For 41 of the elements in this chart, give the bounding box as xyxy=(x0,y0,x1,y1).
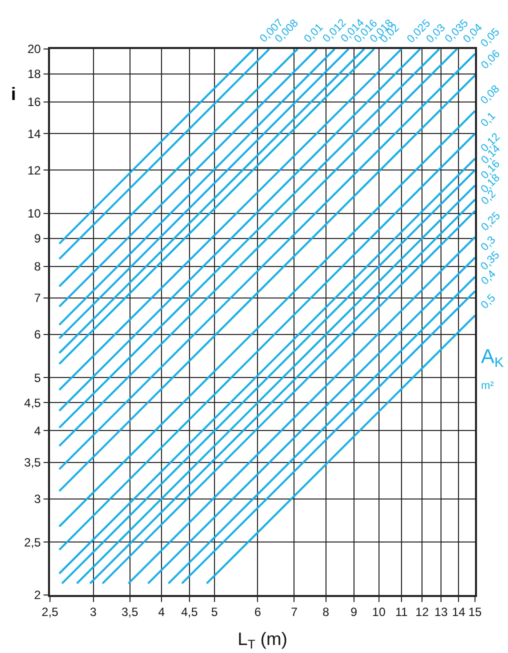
y-tick-label: 3,5 xyxy=(24,456,42,470)
y-tick-label: 9 xyxy=(34,232,42,246)
y-axis-title: i xyxy=(11,84,16,104)
y-tick-label: 10 xyxy=(27,206,42,221)
y-tick-label: 20 xyxy=(27,42,42,56)
y-tick-label: 4 xyxy=(34,424,42,438)
text: 0,1 xyxy=(478,110,498,130)
x-tick-label: 11 xyxy=(395,605,408,620)
x-tick-label: 14 xyxy=(452,605,466,620)
text: 0,25 xyxy=(479,210,503,234)
y-tick-label: 4,5 xyxy=(24,396,42,410)
y-tick-label: 2,5 xyxy=(24,535,42,550)
x-tick-label: 10 xyxy=(372,605,386,620)
x-tick-label: 12 xyxy=(415,605,430,620)
x-tick-label: 3 xyxy=(90,605,97,620)
y-tick-label: 12 xyxy=(27,163,42,178)
y-tick-label: 6 xyxy=(34,328,42,342)
y-tick-label: 14 xyxy=(27,126,42,141)
x-tick-label: 8 xyxy=(322,605,330,620)
x-tick-label: 7 xyxy=(290,605,298,620)
x-tick-label: 15 xyxy=(468,605,482,620)
text: 0,4 xyxy=(479,268,498,288)
y-tick-label: 5 xyxy=(34,370,42,385)
x-tick-label: 5 xyxy=(211,605,218,620)
x-tick-label: 9 xyxy=(350,605,358,620)
x-tick-label: 3,5 xyxy=(121,605,138,620)
x-tick-label: 13 xyxy=(434,605,448,620)
legend-title: A$_{K}$ m² xyxy=(481,346,504,392)
text: 0,08 xyxy=(478,83,502,107)
y-tick-label: 8 xyxy=(34,259,42,274)
text: 0,5 xyxy=(478,292,498,312)
y-tick-label: 7 xyxy=(34,291,42,306)
x-tick-label: 4 xyxy=(158,605,166,620)
y-tick-label: 18 xyxy=(27,67,42,82)
text: 0,06 xyxy=(478,48,503,72)
y-tick-label: 3 xyxy=(34,492,42,506)
x-tick-label: 6 xyxy=(254,605,262,620)
y-tick-label: 2 xyxy=(34,588,42,602)
y-tick-label: 16 xyxy=(27,95,42,110)
x-tick-label: 4,5 xyxy=(181,605,198,620)
x-axis-title: L$_{T}$ (m) xyxy=(238,628,288,652)
